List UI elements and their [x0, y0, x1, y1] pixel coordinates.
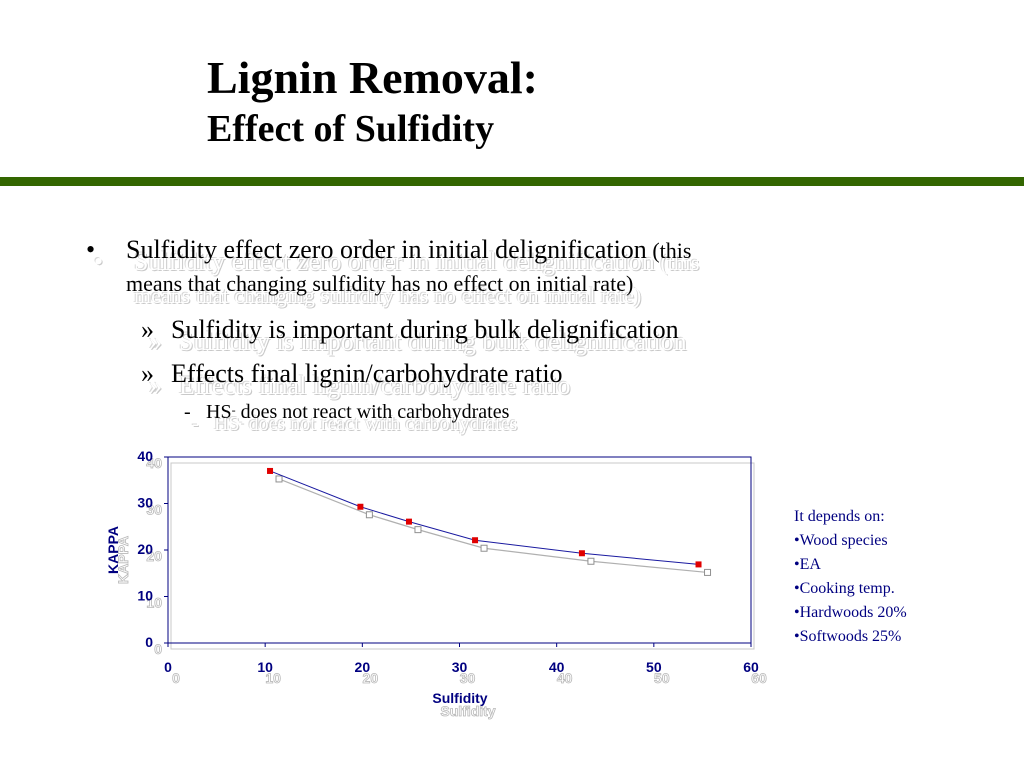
bullet-text: Sulfidity is important during bulk delig… — [171, 315, 679, 344]
bullet-marker: • — [86, 235, 96, 264]
x-tick-label-shadow: 20 — [363, 670, 379, 686]
x-tick-label: 60 — [743, 659, 759, 675]
data-point — [405, 518, 412, 525]
y-axis-title-shadow: KAPPA — [115, 536, 131, 584]
y-tick-label-shadow: 0 — [154, 641, 162, 657]
bullet-main-text: Sulfidity effect zero order in initial d… — [126, 235, 647, 264]
x-axis-title-shadow: Sulfidity — [440, 703, 495, 719]
series-shadow-line — [278, 478, 708, 574]
bullet-level2-a: » Sulfidity is important during bulk deli… — [141, 314, 679, 346]
bullet-marker: » — [141, 359, 154, 388]
data-point — [472, 537, 479, 544]
x-tick-label: 30 — [452, 659, 468, 675]
bullet-text: Effects final lignin/carbohydrate ratio — [171, 359, 563, 388]
x-tick-label: 50 — [646, 659, 662, 675]
y-tick-label: 10 — [137, 588, 153, 604]
y-tick-label-shadow: 10 — [146, 595, 162, 611]
x-tick-label: 0 — [164, 659, 172, 675]
series-shadow-marker — [365, 511, 373, 519]
bullet-text-post: does not react with carbohydrates — [235, 401, 510, 423]
y-tick-label-shadow: 30 — [146, 502, 162, 518]
notes-item: •Softwoods 25% — [794, 628, 902, 645]
y-tick-label: 40 — [137, 448, 153, 464]
page-subtitle: Effect of Sulfidity — [207, 108, 495, 150]
x-tick-label: 40 — [549, 659, 565, 675]
y-tick-label-shadow: 20 — [146, 548, 162, 564]
y-tick-label-shadow: 40 — [146, 455, 162, 471]
data-point — [695, 561, 702, 568]
data-point — [357, 503, 364, 510]
y-axis-title: KAPPA — [105, 526, 121, 574]
series-line — [269, 470, 699, 565]
notes-heading: It depends on: — [794, 508, 885, 525]
bullet-superscript: - — [231, 403, 236, 417]
page-title: Lignin Removal: — [207, 52, 538, 103]
series-shadow-marker — [480, 544, 488, 552]
y-tick-label: 30 — [137, 495, 153, 511]
x-tick-label-shadow: 50 — [654, 670, 670, 686]
x-tick-label-shadow: 40 — [557, 670, 573, 686]
bullet-text-pre: HS — [206, 401, 232, 423]
series-shadow-marker — [704, 568, 712, 576]
title-divider — [0, 177, 1024, 186]
data-point — [578, 550, 585, 557]
x-tick-label-shadow: 10 — [265, 670, 281, 686]
series-shadow-marker — [275, 475, 283, 483]
series-shadow-marker — [414, 526, 422, 534]
series-shadow-marker — [587, 557, 595, 565]
bullet-level2-b: » Effects final lignin/carbohydrate ratio — [141, 358, 563, 390]
bullet-marker: » — [141, 315, 154, 344]
x-tick-label-shadow: 0 — [172, 670, 180, 686]
x-axis-title: Sulfidity — [432, 690, 487, 706]
title-block: Lignin Removal: Effect of Sulfidity — [207, 52, 538, 154]
y-tick-label: 0 — [145, 634, 153, 650]
data-point — [267, 467, 274, 474]
plot-frame-shadow — [170, 462, 755, 650]
notes-item: •Hardwoods 20% — [794, 604, 907, 621]
notes-item: •EA — [794, 556, 821, 573]
notes-item: •Cooking temp. — [794, 580, 895, 597]
y-tick-label: 20 — [137, 541, 153, 557]
bullet-note-line2: means that changing sulfidity has no eff… — [126, 271, 634, 296]
bullet-note-open: (this — [646, 238, 692, 263]
x-tick-label: 20 — [355, 659, 371, 675]
bullet-text: Sulfidity effect zero order in initial d… — [126, 234, 886, 300]
notes-box: It depends on: •Wood species •EA •Cookin… — [794, 505, 907, 649]
bullet-marker: - — [184, 401, 191, 423]
x-tick-label-shadow: 60 — [751, 670, 767, 686]
x-tick-label: 10 — [257, 659, 273, 675]
x-tick-label-shadow: 30 — [460, 670, 476, 686]
plot-frame — [167, 456, 752, 644]
bullet-level3: - HS- does not react with carbohydrates — [184, 400, 509, 424]
notes-item: •Wood species — [794, 532, 888, 549]
